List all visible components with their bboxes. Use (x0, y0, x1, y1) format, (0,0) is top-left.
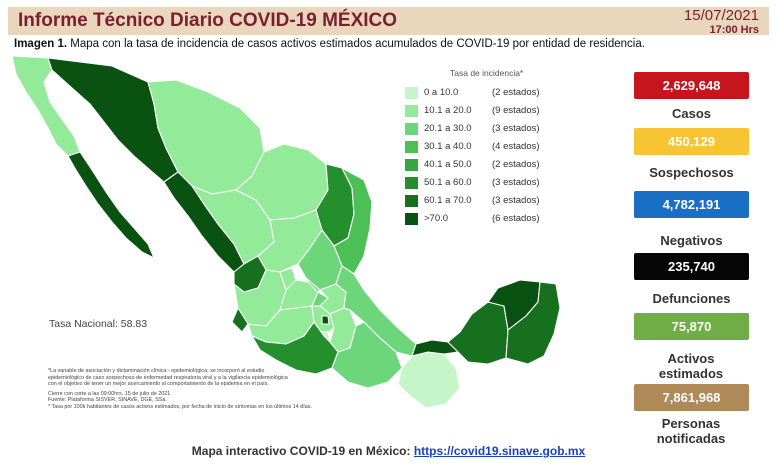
cases-label: Casos (671, 106, 712, 121)
legend-swatch (405, 195, 418, 207)
state-quintana-roo[interactable] (505, 281, 561, 365)
legend-range: 40.1 a 50.0 (424, 159, 472, 170)
suspects-label: Sospechosos (649, 165, 734, 180)
legend-count: (4 estados) (492, 141, 540, 152)
notified-label: Personas notificadas (656, 416, 726, 446)
footer-text: Mapa interactivo COVID-19 en México: (191, 444, 414, 458)
footnotes: *La variable de asociación y dictaminaci… (48, 368, 378, 411)
legend-range: 0 a 10.0 (424, 87, 459, 98)
footnote-line: Fuente: Plataforma SISVER, SINAVE, DGE, … (48, 397, 167, 404)
figure-caption: Imagen 1. Mapa con la tasa de incidencia… (14, 38, 645, 50)
footer: Mapa interactivo COVID-19 en México: htt… (0, 444, 777, 458)
mexico-incidence-map[interactable] (8, 52, 618, 430)
footnote-line: * Tasa por 100k habitantes de casos acti… (48, 403, 312, 410)
legend-item: 40.1 a 50.0 (2 estados) (400, 158, 560, 172)
active-label: Activos estimados (658, 351, 724, 381)
legend-item: 60.1 a 70.0 (3 estados) (400, 194, 560, 208)
legend-title: Tasa de incidencia* (450, 68, 524, 78)
negatives-label: Negativos (660, 233, 723, 248)
report-time: 17:00 Hrs (709, 24, 759, 36)
legend-count: (3 estados) (492, 123, 540, 134)
legend-swatch (405, 159, 418, 171)
state-campeche[interactable] (447, 301, 509, 365)
footnote-line: epidemiológico de caso sospechoso de enf… (48, 374, 288, 381)
legend-range: 60.1 a 70.0 (424, 195, 472, 206)
legend-item: 10.1 a 20.0 (9 estados) (400, 104, 560, 118)
legend-count: (2 estados) (492, 87, 540, 98)
footnote-line: Cierre con corte a las 09:00hrs, 15 de j… (48, 390, 171, 397)
suspects-value-box: 450,129 (634, 128, 749, 155)
legend-item: 30.1 a 40.0 (4 estados) (400, 140, 560, 154)
state-guerrero[interactable] (251, 321, 339, 375)
legend-swatch (405, 141, 418, 153)
state-baja-california-sur[interactable] (67, 151, 155, 259)
footnote-line: *La variable de asociación y dictaminaci… (48, 368, 265, 374)
legend-count: (3 estados) (492, 195, 540, 206)
deaths-label: Defunciones (652, 291, 731, 306)
state-oaxaca[interactable] (331, 321, 403, 389)
legend-range: 50.1 a 60.0 (424, 177, 472, 188)
legend-count: (6 estados) (492, 213, 540, 224)
state-chiapas[interactable] (397, 351, 461, 409)
negatives-value-box: 4,782,191 (634, 191, 749, 218)
legend-range: >70.0 (424, 213, 449, 224)
legend-swatch (405, 177, 418, 189)
legend-swatch (405, 87, 418, 99)
legend-swatch (405, 213, 418, 225)
legend-range: 10.1 a 20.0 (424, 105, 472, 116)
legend-item: 0 a 10.0 (2 estados) (400, 86, 560, 100)
state-cdmx[interactable] (321, 315, 330, 325)
active-value-box: 75,870 (634, 313, 749, 340)
deaths-value-box: 235,740 (634, 253, 749, 280)
legend-range: 20.1 a 30.0 (424, 123, 472, 134)
state-colima[interactable] (231, 307, 249, 333)
figure-caption-text: Mapa con la tasa de incidencia de casos … (67, 38, 645, 50)
legend-count: (2 estados) (492, 159, 540, 170)
national-rate: Tasa Nacional: 58.83 (49, 318, 148, 330)
footnote-line: con el objetivo de tener un mejor acerca… (48, 381, 269, 388)
report-title: Informe Técnico Diario COVID-19 MÉXICO (18, 10, 398, 31)
legend-item: >70.0 (6 estados) (400, 212, 560, 226)
figure-caption-label: Imagen 1. (14, 38, 68, 50)
legend-count: (9 estados) (492, 105, 540, 116)
cases-value-box: 2,629,648 (634, 72, 749, 99)
legend-item: 20.1 a 30.0 (3 estados) (400, 122, 560, 136)
legend-range: 30.1 a 40.0 (424, 141, 472, 152)
legend-item: 50.1 a 60.0 (3 estados) (400, 176, 560, 190)
report-header: Informe Técnico Diario COVID-19 MÉXICO 1… (8, 7, 769, 36)
legend-swatch (405, 123, 418, 135)
interactive-map-link[interactable]: https://covid19.sinave.gob.mx (413, 444, 586, 458)
legend-swatch (405, 105, 418, 117)
legend-count: (3 estados) (492, 177, 540, 188)
notified-value-box: 7,861,968 (634, 384, 749, 411)
report-date: 15/07/2021 (683, 7, 759, 24)
